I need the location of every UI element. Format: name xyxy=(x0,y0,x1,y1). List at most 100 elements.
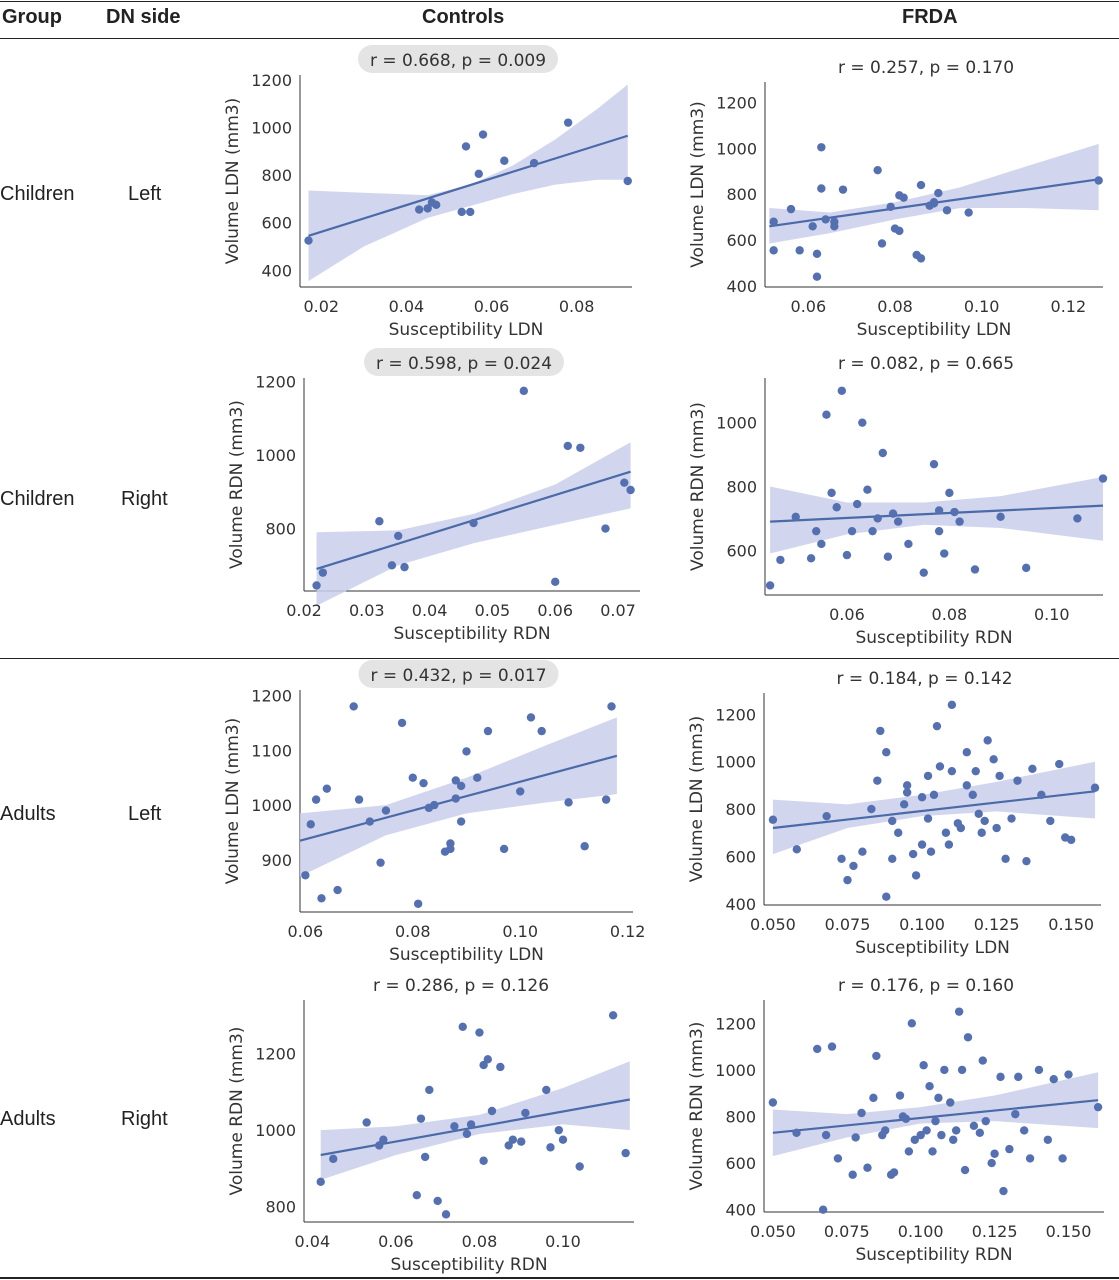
data-point xyxy=(1007,814,1016,823)
x-tick-label: 0.05 xyxy=(475,601,511,620)
data-point xyxy=(817,143,826,152)
x-axis-label: Susceptibility RDN xyxy=(393,624,550,644)
data-point xyxy=(902,788,912,797)
x-axis-label: Susceptibility RDN xyxy=(855,628,1012,648)
data-point xyxy=(416,1114,426,1123)
y-axis-label: Volume LDN (mm3) xyxy=(223,718,243,885)
x-axis-label: Susceptibility LDN xyxy=(855,938,1010,958)
data-point xyxy=(423,204,432,213)
data-point xyxy=(1094,176,1103,185)
data-point xyxy=(983,736,992,745)
data-point xyxy=(1025,1154,1035,1163)
row-1-side: Left xyxy=(128,183,162,205)
y-tick-label: 400 xyxy=(725,1201,756,1220)
data-point xyxy=(419,778,428,788)
y-tick-label: 1000 xyxy=(715,1061,756,1080)
data-point xyxy=(466,207,475,217)
data-point xyxy=(432,200,441,210)
y-tick-label: 1200 xyxy=(251,71,292,90)
data-point xyxy=(1014,1072,1023,1082)
scatter-plot-7: 0.04 0.06 0.08 0.10 800 1000 1200 Susceptibilit… xyxy=(227,976,634,1275)
data-point xyxy=(812,526,821,536)
data-point xyxy=(934,1093,943,1103)
y-tick-label: 1100 xyxy=(251,741,292,760)
data-point xyxy=(962,781,971,790)
data-point xyxy=(607,702,616,711)
data-point xyxy=(917,793,927,802)
data-point xyxy=(868,526,877,536)
data-point xyxy=(910,1135,919,1144)
data-point xyxy=(1066,835,1076,845)
x-tick-label: 0.10 xyxy=(545,1232,581,1251)
x-tick-label: 0.06 xyxy=(829,605,865,624)
data-point xyxy=(365,817,375,826)
data-point xyxy=(942,206,952,215)
data-point xyxy=(795,246,804,255)
header-group: Group xyxy=(2,6,62,28)
data-point xyxy=(888,854,897,864)
data-point xyxy=(620,478,629,487)
data-point xyxy=(978,1056,987,1065)
data-point xyxy=(928,1147,937,1156)
data-point xyxy=(608,1011,618,1020)
data-point xyxy=(945,488,954,498)
x-tick-label: 0.04 xyxy=(389,297,425,316)
data-point xyxy=(317,894,326,903)
data-point xyxy=(842,550,852,560)
data-point xyxy=(975,1128,985,1137)
data-point xyxy=(456,817,466,826)
x-tick-label: 0.125 xyxy=(974,915,1020,934)
data-point xyxy=(312,581,321,590)
scatter-plot-1: 0.02 0.04 0.06 0.08 400 600 800 1000 1200 Suscept… xyxy=(223,45,632,340)
x-tick-label: 0.100 xyxy=(899,915,945,934)
row-2-group: Children xyxy=(0,488,75,510)
data-point xyxy=(526,713,536,722)
data-point xyxy=(899,800,909,809)
plot-stats-title: r = 0.184, p = 0.142 xyxy=(836,669,1012,689)
data-point xyxy=(950,507,959,517)
data-point xyxy=(981,1116,990,1126)
data-point xyxy=(873,165,882,175)
data-point xyxy=(813,1044,822,1054)
data-point xyxy=(974,809,983,819)
data-point xyxy=(425,1085,434,1095)
confidence-band xyxy=(308,84,628,282)
data-point xyxy=(857,1108,866,1118)
data-point xyxy=(895,226,904,236)
data-point xyxy=(379,1135,388,1144)
data-point xyxy=(496,1062,505,1072)
data-point xyxy=(1019,1126,1029,1135)
data-point xyxy=(333,885,342,895)
row-4-side: Right xyxy=(121,1108,168,1130)
y-axis-label: Volume RDN (mm3) xyxy=(227,400,247,569)
regression-line xyxy=(320,1098,631,1157)
data-point xyxy=(858,847,867,856)
data-point xyxy=(765,581,775,590)
data-point xyxy=(889,1168,899,1177)
y-tick-label: 800 xyxy=(725,1107,756,1126)
data-point xyxy=(517,1137,526,1146)
y-tick-label: 400 xyxy=(726,277,757,296)
data-point xyxy=(878,448,887,458)
data-point xyxy=(923,771,933,781)
data-point xyxy=(947,766,957,776)
y-tick-label: 1200 xyxy=(255,373,296,392)
data-point xyxy=(822,410,831,419)
data-point xyxy=(806,554,816,563)
data-point xyxy=(888,509,898,518)
data-point xyxy=(873,776,882,785)
plot-stats-title: r = 0.432, p = 0.017 xyxy=(370,666,546,686)
data-point xyxy=(768,1098,778,1107)
data-point xyxy=(990,1149,999,1158)
x-tick-label: 0.10 xyxy=(1034,605,1070,624)
scatter-plot-2: 0.06 0.08 0.10 0.12 400 600 800 1000 1200 Suscept… xyxy=(688,58,1103,340)
data-point xyxy=(882,748,891,757)
scatter-plot-5: 0.06 0.08 0.10 0.12 900 1000 1100 1200 Susceptib… xyxy=(223,660,645,965)
data-point xyxy=(474,169,483,179)
row-3-group: Adults xyxy=(0,803,56,825)
data-point xyxy=(420,1152,430,1162)
data-point xyxy=(458,1022,467,1031)
data-point xyxy=(456,781,466,791)
data-point xyxy=(830,222,839,231)
data-point xyxy=(902,781,912,790)
